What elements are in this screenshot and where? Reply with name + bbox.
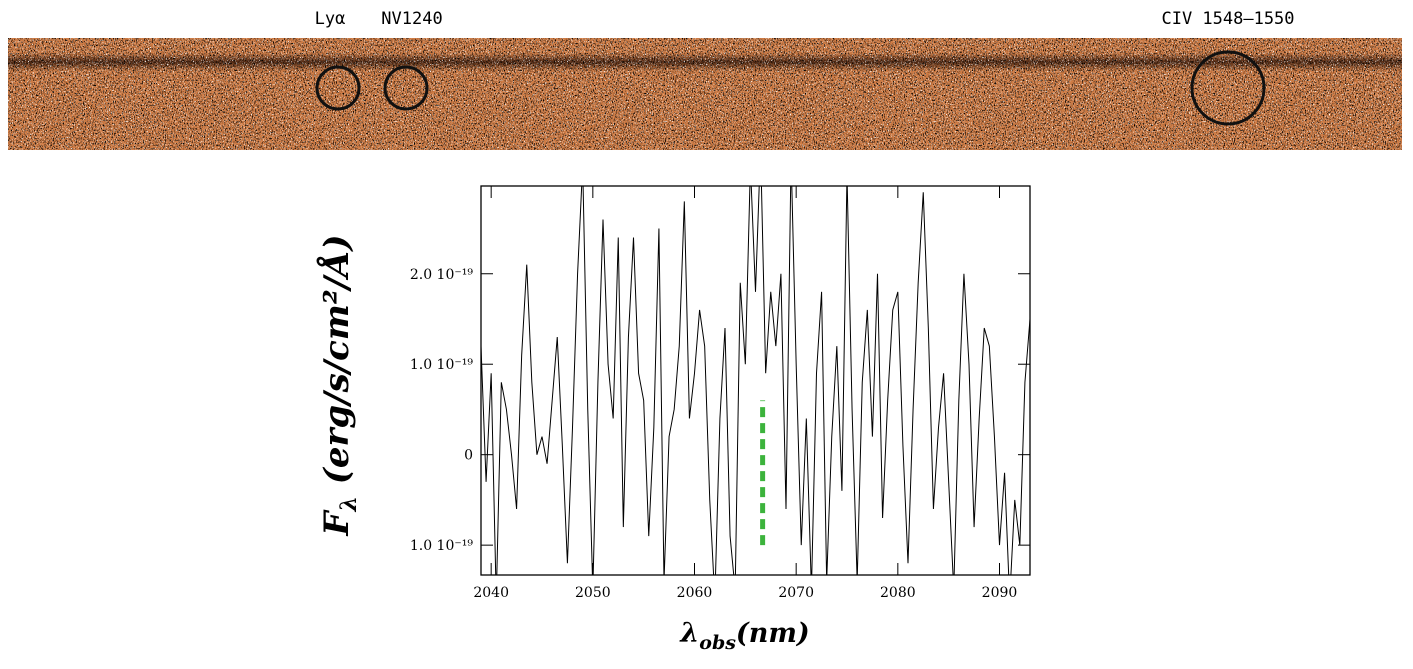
y-label-main: F — [317, 509, 357, 537]
x-tick-label: 2050 — [575, 585, 611, 601]
y-tick-label: 1.0 10⁻¹⁹ — [410, 357, 474, 373]
x-tick-label: 2040 — [473, 585, 509, 601]
y-tick-label: 0 — [464, 448, 473, 464]
x-tick-label: 2080 — [880, 585, 916, 601]
y-label-rest: (erg/s/cm²/Å) — [316, 234, 357, 496]
circle — [1190, 50, 1266, 126]
x-tick-label: 2070 — [778, 585, 814, 601]
y-tick-label: 1.0 10⁻¹⁹ — [410, 538, 474, 554]
spectrum-2d: Lyα NV1240 CIV 1548–1550 — [8, 9, 1402, 150]
spectrum-line — [481, 186, 1030, 575]
x-label-sub: obs — [699, 632, 736, 654]
x-label-rest: (nm) — [736, 618, 810, 649]
x-tick-label: 2060 — [677, 585, 713, 601]
plot-frame — [480, 185, 1031, 576]
strip-light-noise — [8, 38, 1402, 150]
circle — [315, 65, 361, 111]
y-axis-label: Fλ (erg/s/cm²/Å) — [316, 234, 362, 536]
plot: 2040 2050 2060 2070 2080 2090 1.0 10⁻¹⁹ 0 1.0 10… — [410, 185, 1031, 601]
circle — [383, 65, 429, 111]
x-axis-label: λobs(nm) — [679, 618, 809, 654]
data-area — [481, 186, 1030, 575]
x-label-main: λ — [679, 618, 699, 649]
y-label-sub: λ — [336, 496, 362, 512]
x-tick-label: 2090 — [982, 585, 1018, 601]
y-tick-label: 2.0 10⁻¹⁹ — [410, 267, 474, 283]
strip-label: NV1240 — [381, 9, 442, 29]
strip-label: Lyα — [315, 9, 346, 29]
strip-label: CIV 1548–1550 — [1161, 9, 1294, 29]
